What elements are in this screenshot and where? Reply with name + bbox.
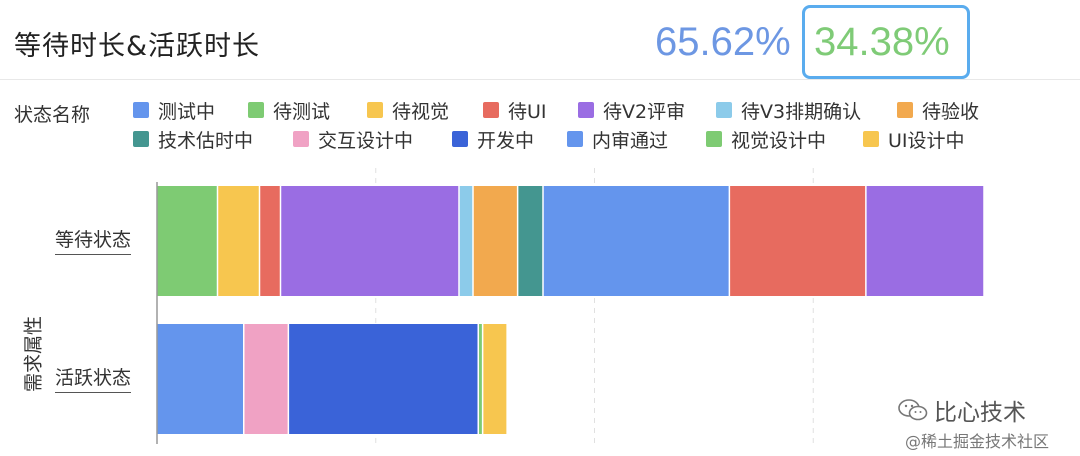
- legend-swatch: [706, 131, 722, 147]
- legend-swatch: [567, 131, 583, 147]
- legend-item[interactable]: UI设计中: [863, 127, 965, 152]
- watermark-brand-text: 比心技术: [934, 400, 1026, 426]
- legend-label: 测试中: [158, 100, 216, 123]
- legend-item[interactable]: 视觉设计中: [706, 127, 827, 152]
- bar-segment[interactable]: [260, 186, 280, 296]
- chart-title: 等待时长&活跃时长: [14, 31, 261, 62]
- legend-item[interactable]: 开发中: [452, 127, 535, 152]
- bar-segment[interactable]: [157, 186, 217, 296]
- legend-label: 内审通过: [592, 129, 669, 152]
- legend-item[interactable]: 交互设计中: [293, 127, 414, 152]
- legend-swatch: [897, 102, 913, 118]
- legend-label: 待UI: [508, 100, 547, 123]
- bar-segment[interactable]: [479, 324, 482, 434]
- legend-label: 视觉设计中: [731, 129, 827, 152]
- legend-item[interactable]: 待视觉: [367, 98, 450, 123]
- active-percentage-highlight: [802, 5, 970, 79]
- bar-segment[interactable]: [730, 186, 866, 296]
- legend-label: 待验收: [922, 100, 980, 123]
- legend-item[interactable]: 技术估时中: [133, 127, 254, 152]
- bar-segment[interactable]: [218, 186, 259, 296]
- legend-item[interactable]: 内审通过: [567, 127, 669, 152]
- legend-label: 开发中: [477, 129, 535, 152]
- bar-segment[interactable]: [289, 324, 478, 434]
- legend-label: 技术估时中: [158, 129, 254, 152]
- category-label-active[interactable]: 活跃状态: [55, 363, 132, 393]
- category-label-waiting[interactable]: 等待状态: [55, 225, 132, 255]
- legend-swatch: [863, 131, 879, 147]
- bar-segment[interactable]: [281, 186, 459, 296]
- legend-swatch: [133, 131, 149, 147]
- wait-percentage: 65.62%: [655, 20, 791, 64]
- legend-label: 交互设计中: [318, 129, 414, 152]
- bar-segment[interactable]: [459, 186, 473, 296]
- bar-segment[interactable]: [473, 186, 517, 296]
- watermark-brand: 比心技术: [898, 393, 1026, 427]
- active-percentage: 34.38%: [814, 20, 950, 64]
- legend-swatch: [133, 102, 149, 118]
- legend-title: 状态名称: [14, 104, 91, 126]
- bar-segment[interactable]: [518, 186, 543, 296]
- legend-item[interactable]: 待V2评审: [578, 98, 686, 123]
- legend-label: 待视觉: [392, 100, 450, 123]
- legend-swatch: [716, 102, 732, 118]
- legend-swatch: [293, 131, 309, 147]
- bar-segment[interactable]: [157, 324, 243, 434]
- legend-item[interactable]: 待验收: [897, 98, 980, 123]
- header-divider: [0, 79, 1080, 80]
- legend-label: 待测试: [273, 100, 331, 123]
- legend-item[interactable]: 待V3排期确认: [716, 98, 862, 123]
- legend-swatch: [452, 131, 468, 147]
- legend-swatch: [367, 102, 383, 118]
- bar-segment[interactable]: [483, 324, 507, 434]
- legend-item[interactable]: 待UI: [483, 98, 547, 123]
- legend-swatch: [248, 102, 264, 118]
- bar-segment[interactable]: [866, 186, 984, 296]
- legend-label: 待V2评审: [603, 100, 686, 123]
- watermark-source: @稀土掘金技术社区: [905, 432, 1050, 451]
- legend-swatch: [483, 102, 499, 118]
- legend-swatch: [578, 102, 594, 118]
- bar-segment[interactable]: [543, 186, 729, 296]
- wechat-icon: [898, 399, 928, 421]
- legend-label: 待V3排期确认: [741, 100, 862, 123]
- legend-item[interactable]: 测试中: [133, 98, 216, 123]
- legend-label: UI设计中: [888, 129, 965, 152]
- bar-segment[interactable]: [244, 324, 288, 434]
- legend-item[interactable]: 待测试: [248, 98, 331, 123]
